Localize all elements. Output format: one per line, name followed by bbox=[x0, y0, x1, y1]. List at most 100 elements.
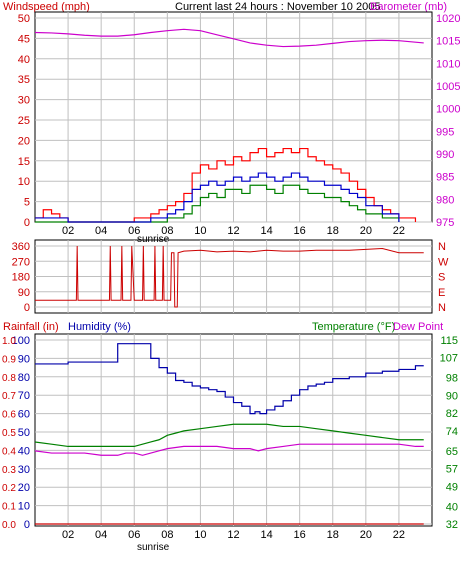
wind-gust-series-line bbox=[35, 147, 417, 223]
rain-y-tick-label: 0.4 bbox=[2, 446, 16, 457]
humidity-y-tick-label: 100 bbox=[12, 335, 30, 347]
humidity-axis-title: Humidity (%) bbox=[68, 321, 131, 333]
wind-average-series-line bbox=[35, 172, 400, 223]
baro-y-tick-label: 980 bbox=[436, 194, 454, 206]
temperature-axis-title: Temperature (°F) bbox=[312, 321, 395, 333]
temp-y-tick-label: 40 bbox=[446, 501, 458, 513]
rain-y-tick-label: 0.3 bbox=[2, 465, 16, 476]
wind-x-tick-label: 08 bbox=[161, 225, 173, 237]
baro-y-tick-label: 1000 bbox=[436, 104, 460, 116]
climate-x-tick-label: 18 bbox=[327, 529, 339, 541]
wind-y-tick-label: 10 bbox=[18, 176, 30, 188]
climate-x-tick-label: 02 bbox=[62, 529, 74, 541]
humidity-y-tick-label: 80 bbox=[18, 372, 30, 384]
rain-y-tick-label: 1.0 bbox=[2, 336, 16, 347]
sunrise-label-top: sunrise bbox=[137, 234, 170, 245]
rain-y-tick-label: 0.9 bbox=[2, 354, 16, 365]
wind-x-tick-label: 10 bbox=[194, 225, 206, 237]
temp-y-tick-label: 32 bbox=[446, 519, 458, 531]
wind-x-tick-label: 20 bbox=[360, 225, 372, 237]
dir-compass-label: W bbox=[438, 256, 449, 268]
dewpoint-series-line bbox=[34, 443, 424, 456]
baro-y-tick-label: 1005 bbox=[436, 81, 460, 93]
rain-y-tick-label: 0.1 bbox=[2, 502, 16, 513]
windspeed-axis-title: Windspeed (mph) bbox=[3, 1, 90, 13]
rain-y-tick-label: 0.2 bbox=[2, 483, 16, 494]
dir-y-tick-label: 180 bbox=[12, 272, 30, 284]
dewpoint-axis-title: Dew Point bbox=[393, 321, 443, 333]
dir-y-tick-label: 0 bbox=[24, 302, 30, 314]
wind-y-tick-label: 50 bbox=[18, 13, 30, 25]
dynamic-marks: 02 04 06 08 10 12 14 16 18 20 22051015202530354045… bbox=[2, 12, 460, 541]
baro-y-tick-label: 1015 bbox=[436, 36, 460, 48]
wind-x-tick-label: 06 bbox=[128, 225, 140, 237]
wind-x-tick-label: 14 bbox=[260, 225, 272, 237]
rainfall-axis-title: Rainfall (in) bbox=[3, 321, 59, 333]
baro-y-tick-label: 990 bbox=[436, 149, 454, 161]
temperature-series-line bbox=[34, 423, 424, 448]
wind-y-tick-label: 40 bbox=[18, 54, 30, 66]
temp-y-tick-label: 82 bbox=[446, 408, 458, 420]
climate-x-tick-label: 10 bbox=[194, 529, 206, 541]
climate-x-tick-label: 12 bbox=[227, 529, 239, 541]
rain-y-tick-label: 0.6 bbox=[2, 410, 16, 421]
baro-y-tick-label: 995 bbox=[436, 126, 454, 138]
climate-x-tick-label: 08 bbox=[161, 529, 173, 541]
humidity-y-tick-label: 10 bbox=[18, 501, 30, 513]
temp-y-tick-label: 107 bbox=[440, 353, 458, 365]
temp-y-tick-label: 115 bbox=[440, 335, 458, 347]
temp-y-tick-label: 98 bbox=[446, 373, 458, 385]
rain-y-tick-label: 0.7 bbox=[2, 391, 16, 402]
wind-x-tick-label: 22 bbox=[393, 225, 405, 237]
temp-y-tick-label: 90 bbox=[446, 390, 458, 402]
temp-y-tick-label: 49 bbox=[446, 481, 458, 493]
baro-y-tick-label: 1010 bbox=[436, 58, 460, 70]
wind-y-tick-label: 30 bbox=[18, 95, 30, 107]
rain-y-tick-label: 0.8 bbox=[2, 373, 16, 384]
wind-direction-series-line bbox=[35, 245, 424, 308]
baro-y-tick-label: 985 bbox=[436, 172, 454, 184]
sunrise-label-bottom: sunrise bbox=[137, 542, 170, 553]
dir-compass-label: N bbox=[438, 302, 446, 314]
humidity-y-tick-label: 30 bbox=[18, 464, 30, 476]
dir-y-tick-label: 90 bbox=[18, 287, 30, 299]
climate-x-tick-label: 20 bbox=[360, 529, 372, 541]
dir-y-tick-label: 360 bbox=[12, 241, 30, 253]
temp-y-tick-label: 74 bbox=[446, 426, 458, 438]
wind-y-tick-label: 20 bbox=[18, 135, 30, 147]
climate-x-tick-label: 14 bbox=[260, 529, 272, 541]
dir-y-tick-label: 270 bbox=[12, 256, 30, 268]
dir-compass-label: S bbox=[438, 272, 445, 284]
temp-y-tick-label: 57 bbox=[446, 464, 458, 476]
wind-y-tick-label: 45 bbox=[18, 33, 30, 45]
wind-y-tick-label: 35 bbox=[18, 74, 30, 86]
humidity-y-tick-label: 90 bbox=[18, 353, 30, 365]
wind-y-tick-label: 15 bbox=[18, 156, 30, 168]
barometer-series-line bbox=[34, 28, 424, 48]
wind-x-tick-label: 12 bbox=[227, 225, 239, 237]
humidity-y-tick-label: 60 bbox=[18, 409, 30, 421]
dir-compass-label: E bbox=[438, 287, 445, 299]
dir-compass-label: N bbox=[438, 241, 446, 253]
chart-title: Current last 24 hours : November 10 2005 bbox=[175, 1, 380, 13]
climate-x-tick-label: 04 bbox=[95, 529, 107, 541]
climate-x-tick-label: 16 bbox=[294, 529, 306, 541]
wind-x-tick-label: 02 bbox=[62, 225, 74, 237]
wind-low-series-line bbox=[35, 184, 400, 223]
wind-x-tick-label: 04 bbox=[95, 225, 107, 237]
temp-y-tick-label: 65 bbox=[446, 446, 458, 458]
baro-y-tick-label: 1020 bbox=[436, 13, 460, 25]
barometer-axis-title: Barometer (mb) bbox=[370, 1, 447, 13]
humidity-y-tick-label: 70 bbox=[18, 390, 30, 402]
humidity-y-tick-label: 40 bbox=[18, 445, 30, 457]
wind-y-tick-label: 25 bbox=[18, 115, 30, 127]
wind-y-tick-label: 5 bbox=[24, 197, 30, 209]
humidity-y-tick-label: 20 bbox=[18, 482, 30, 494]
rain-y-tick-label: 0.5 bbox=[2, 428, 16, 439]
humidity-y-tick-label: 0 bbox=[24, 519, 30, 531]
wind-x-tick-label: 16 bbox=[294, 225, 306, 237]
climate-x-tick-label: 22 bbox=[393, 529, 405, 541]
baro-y-tick-label: 975 bbox=[436, 217, 454, 229]
